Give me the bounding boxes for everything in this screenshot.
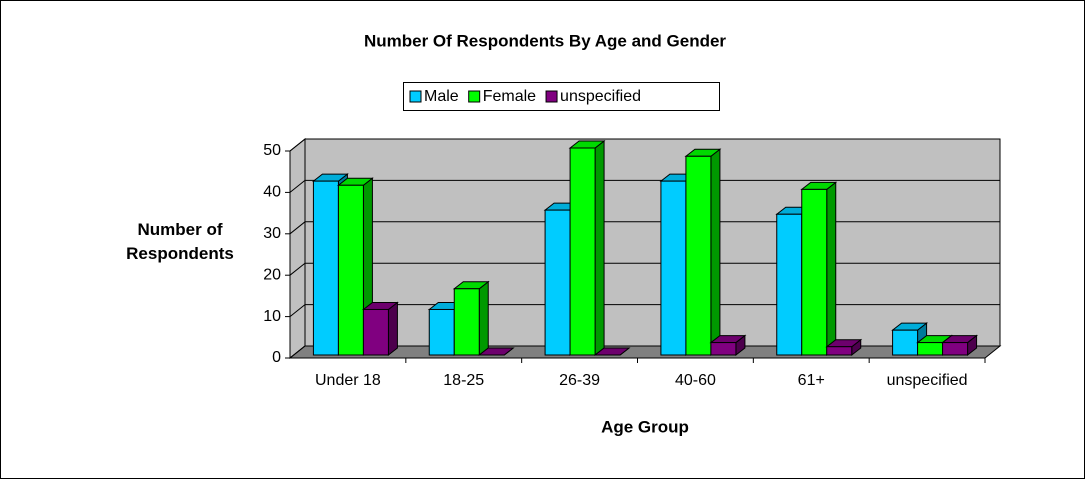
bar [593,347,631,356]
legend-box [403,82,720,111]
grid-line [289,179,1000,193]
bar [452,280,490,357]
bar-front [801,188,828,356]
bar [941,334,979,357]
bar [684,148,722,357]
bar-side [478,280,489,357]
bar-side [710,148,721,357]
y-tick-label: 50 [263,142,281,159]
x-axis-label: Age Group [601,417,689,436]
back-wall [304,138,1001,347]
x-tick-label: 26-39 [559,372,600,389]
bar-front [660,180,687,356]
bar-front [685,155,712,356]
bar-side [387,301,398,357]
y-tick-label: 40 [263,184,281,201]
bar-front [453,288,480,356]
bar-front [776,213,803,356]
grid-line [289,138,1000,152]
bar [361,301,399,357]
legend-label: Female [483,88,536,105]
bar [800,181,838,357]
bar [568,139,606,357]
x-tick-label: Under 18 [315,372,381,389]
bar-front [544,209,571,356]
x-tick-label: unspecified [887,372,968,389]
y-tick-label: 20 [263,266,281,283]
bar-front [569,147,596,356]
chart-title: Number Of Respondents By Age and Gender [364,31,726,50]
y-tick-label: 0 [272,349,281,366]
bar-top [477,347,515,356]
grid-line [289,345,1000,359]
y-tick-label: 10 [263,308,281,325]
x-tick-label: 18-25 [443,372,484,389]
grid-line [289,304,1000,317]
bar [477,347,515,356]
x-tick-label: 61+ [798,372,825,389]
bar-front [892,329,919,356]
legend-label: Male [424,88,459,105]
grid-line [289,262,1000,276]
grid-line [289,221,1000,235]
bar-front [428,308,455,356]
bar-front [917,342,944,356]
legend-label: unspecified [560,88,641,105]
bar-side [826,181,837,357]
bar-front [337,184,364,356]
x-tick-label: 40-60 [675,372,716,389]
bar-front [710,342,737,356]
bar-top [593,347,631,356]
y-tick-label: 30 [263,225,281,242]
bar-front [312,180,339,356]
bar-front [362,308,389,356]
bar-front [942,342,969,356]
bar [709,334,747,357]
y-axis-label: Number of Respondents [126,220,234,263]
bar-front [826,346,853,356]
bar-side [594,139,605,357]
bar [825,338,863,357]
legend-swatch [409,90,422,103]
legend-swatch [468,90,481,103]
left-wall [289,137,306,360]
legend-swatch [545,90,558,103]
